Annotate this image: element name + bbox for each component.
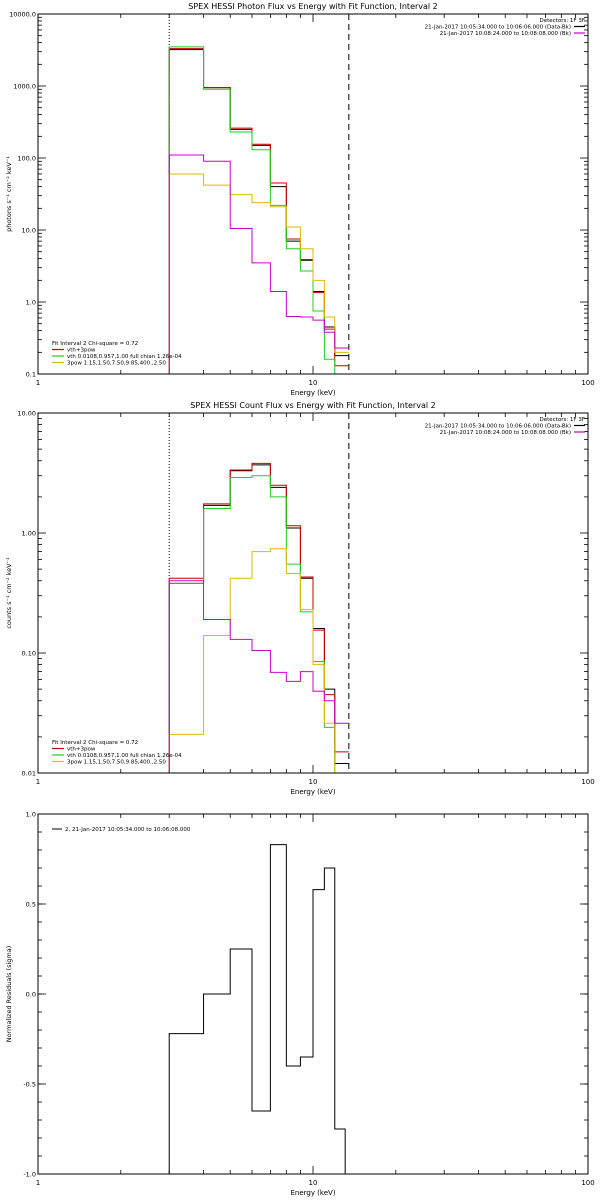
legend-detectors: Detectors: 1F 3F [539, 18, 585, 24]
series-1-histogram [168, 462, 349, 773]
series-2-histogram [168, 46, 349, 375]
y-tick-label: 1.0 [26, 811, 36, 819]
x-axis-label: Energy (keV) [290, 788, 335, 796]
legend-interval-text: 21-Jan-2017 10:08:24.000 to 10:08:08.000… [440, 430, 571, 436]
y-tick-label: -0.5 [23, 1081, 36, 1089]
y-tick-label: 10.0 [22, 227, 36, 235]
x-tick-label: 100 [581, 778, 594, 786]
series-0-histogram [168, 464, 349, 773]
x-tick-label: 1 [36, 379, 40, 387]
plot-frame [37, 412, 589, 774]
y-tick-label: 0.0 [26, 991, 36, 999]
chart-title: SPEX HESSI Count Flux vs Energy with Fit… [190, 401, 435, 410]
y-tick-label: 1000.0 [13, 83, 36, 91]
y-tick-label: 1.00 [22, 530, 36, 538]
series-2-histogram [168, 475, 349, 774]
legend-interval-text: 21-Jan-2017 10:05:34.000 to 10:06:06.000… [425, 25, 571, 31]
legend-fit-header: Fit Interval 2 Chi-square = 0.72 [52, 341, 138, 347]
x-tick-label: 1 [36, 778, 40, 786]
legend-residual-label: 2, 21-Jan-2017 10:05:34.000 to 10:06:08.… [65, 827, 191, 833]
legend-fit-header: Fit Interval 2 Chi-square = 0.72 [52, 740, 138, 746]
x-tick-label: 10 [309, 379, 318, 387]
y-tick-label: 0.1 [26, 371, 36, 379]
y-tick-label: 10000.0 [9, 11, 36, 19]
x-axis-label: Energy (keV) [290, 389, 335, 397]
legend-entry-label: 3pow 1.15,1.50,7.50,9.85,400.,2.50 [67, 361, 166, 367]
series-3-histogram [168, 173, 349, 374]
y-tick-label: -1.0 [23, 1171, 36, 1179]
plot-frame [37, 813, 589, 1175]
x-tick-label: 1 [36, 1179, 40, 1187]
legend-entry-label: 3pow 1.15,1.50,7.50,9.85,400.,2.50 [67, 760, 166, 766]
series-3-histogram [168, 548, 349, 774]
series-0-histogram [168, 844, 346, 1174]
x-tick-label: 100 [581, 379, 594, 387]
legend-entry-label: vth+3pow [67, 747, 96, 753]
y-tick-label: 1.0 [26, 299, 36, 307]
legend-entry-label: vth 0.0108,0.957,1.00 full chian 1.26e-0… [67, 753, 182, 759]
legend-entry-label: vth 0.0108,0.957,1.00 full chian 1.26e-0… [67, 354, 182, 360]
chart-2: SPEX HESSI Count Flux vs Energy with Fit… [5, 401, 595, 796]
series-4-histogram [168, 580, 349, 773]
legend-interval-text: 21-Jan-2017 10:08:24.000 to 10:08:08.000… [440, 31, 571, 37]
series-4-histogram [168, 154, 349, 374]
y-axis-label: counts s⁻¹ cm⁻² keV⁻¹ [5, 557, 13, 629]
legend-interval-text: 21-Jan-2017 10:05:34.000 to 10:06:06.000… [425, 424, 571, 430]
y-tick-label: 0.01 [22, 770, 36, 778]
y-axis-label: photons s⁻¹ cm⁻² keV⁻¹ [5, 156, 13, 232]
x-tick-label: 10 [309, 1179, 318, 1187]
chart-1: SPEX HESSI Photon Flux vs Energy with Fi… [5, 2, 595, 397]
chart-3: 1 10 100 -1.0 -0.5 0.0 0.5 1.0 Energy (keV) Norma… [5, 811, 595, 1198]
legend-detectors: Detectors: 1F 3F [539, 417, 585, 423]
x-tick-label: 10 [309, 778, 318, 786]
plot-frame [37, 13, 589, 375]
y-tick-label: 100.0 [17, 155, 36, 163]
x-axis-label: Energy (keV) [290, 1189, 335, 1197]
chart-title: SPEX HESSI Photon Flux vs Energy with Fi… [188, 2, 438, 11]
legend-entry-label: vth+3pow [67, 348, 96, 354]
y-tick-label: 10.00 [17, 410, 36, 418]
y-axis-label: Normalized Residuals (sigma) [5, 946, 13, 1043]
y-tick-label: 0.5 [26, 901, 36, 909]
series-0-histogram [168, 49, 349, 374]
x-tick-label: 100 [581, 1179, 594, 1187]
y-tick-label: 0.10 [22, 650, 36, 658]
series-1-histogram [168, 48, 349, 374]
